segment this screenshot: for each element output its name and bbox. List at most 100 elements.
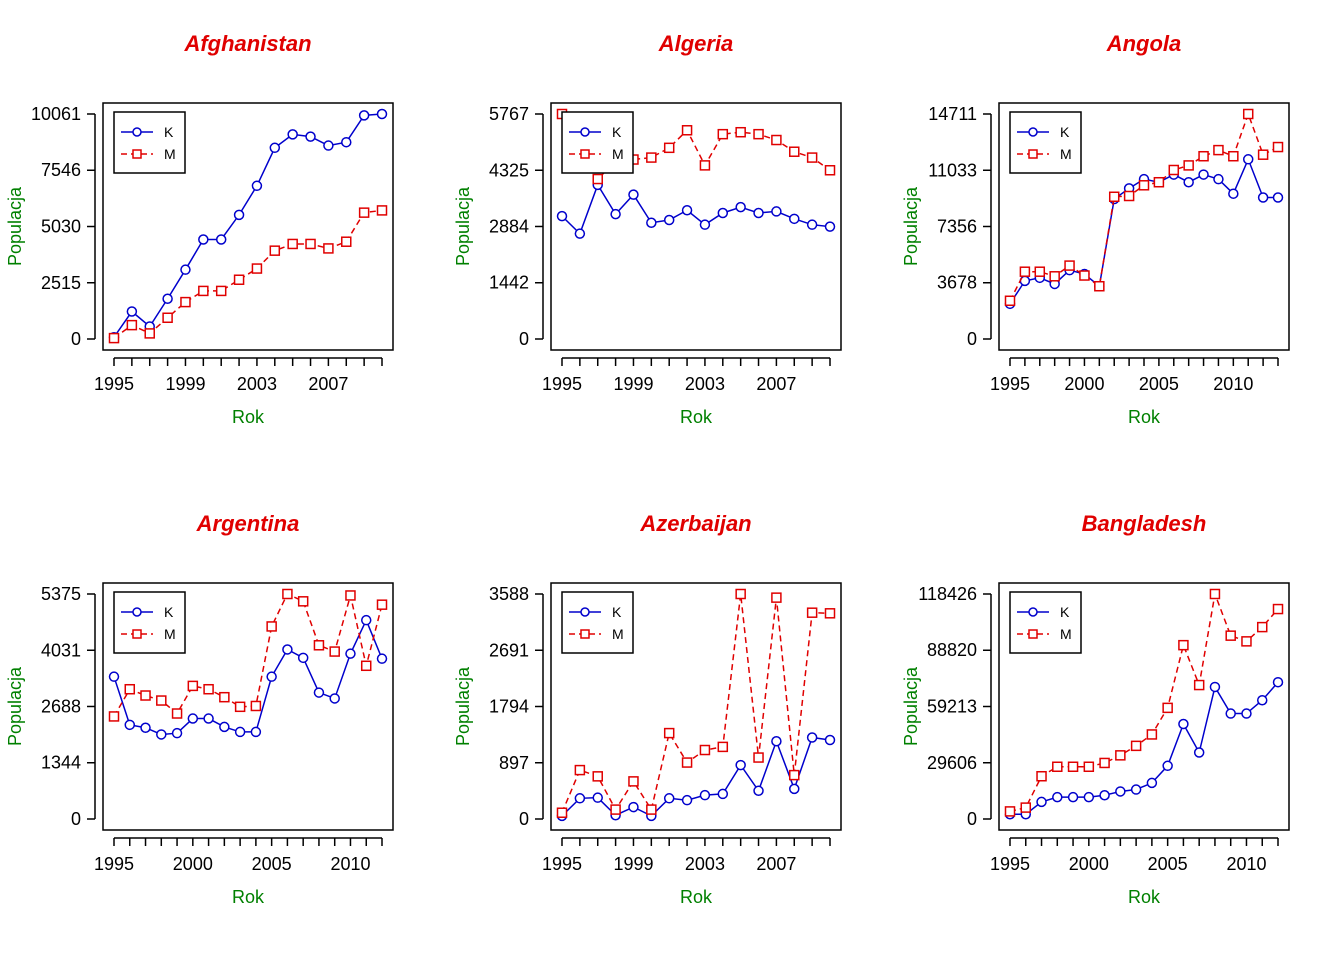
data-point [269,142,281,154]
legend-box [561,591,634,654]
y-tick-label: 4031 [41,640,81,660]
data-point [313,640,325,651]
y-tick-label: 0 [519,809,529,829]
data-point [282,588,293,600]
data-point [282,644,293,655]
x-tick-label: 1995 [990,374,1030,394]
data-point [699,744,711,756]
y-tick-label: 5030 [41,217,81,237]
data-point [1242,108,1254,120]
legend-box [1009,111,1082,174]
data-point [345,648,356,659]
y-tick-label: 2884 [489,216,529,236]
data-point [1130,784,1142,795]
x-axis-label: Rok [1128,407,1161,427]
legend: KM [113,591,186,654]
series-k [1004,676,1284,820]
data-point [1019,266,1031,277]
y-tick-label: 3678 [937,273,977,293]
plot-frame [998,582,1290,831]
plot-frame [102,102,394,351]
data-point [251,263,263,274]
y-axis-label: Populacja [453,186,473,266]
legend-label: K [612,124,622,140]
data-point [1138,180,1150,191]
data-point [1209,588,1221,600]
data-point [717,207,729,219]
y-tick-label: 0 [519,329,529,349]
data-point [1049,271,1060,282]
series-k [1004,154,1284,310]
data-point [187,713,199,724]
data-point [735,126,746,138]
data-point [360,614,372,626]
series-m [556,588,836,818]
data-point [1067,761,1079,773]
data-point [663,214,675,226]
legend-label: M [1060,146,1072,162]
y-tick-label: 5375 [41,584,81,604]
data-point [735,588,746,600]
data-point [1178,718,1189,730]
data-point [1108,191,1120,203]
data-point [753,785,764,797]
x-tick-label: 2000 [173,854,213,874]
y-axis: 0 2515 5030 7546 10061 [31,104,96,349]
panel-title: Argentina [196,511,300,536]
legend-label: M [612,626,624,642]
data-point [198,285,209,297]
data-point [1130,740,1142,752]
legend: KM [1009,111,1082,174]
data-point [771,134,782,146]
data-point [1213,173,1224,185]
y-tick-label: 59213 [927,697,977,717]
data-point [287,129,298,140]
data-point [1146,777,1158,789]
legend-marker [580,149,590,159]
legend-marker [132,127,142,137]
y-tick-label: 118426 [918,584,977,604]
data-point [663,727,675,739]
legend-label: K [1060,604,1070,620]
data-point [1004,295,1016,307]
x-tick-label: 2007 [308,374,348,394]
y-tick-label: 14711 [928,104,977,124]
legend-label: K [1060,124,1070,140]
data-point [1257,192,1269,203]
data-point [824,221,836,232]
data-point [1225,708,1236,719]
data-point [663,793,675,804]
y-tick-label: 1794 [489,697,529,717]
data-point [1052,761,1063,773]
data-point [323,243,334,254]
y-tick-label: 3588 [489,584,529,604]
series-line [561,593,831,814]
data-point [628,189,639,200]
x-tick-label: 2005 [1148,854,1188,874]
data-point [1183,160,1194,171]
series-line [561,113,831,181]
data-point [789,213,800,225]
data-point [297,652,309,664]
x-tick-label: 2003 [685,374,725,394]
data-point [1020,802,1032,813]
data-point [556,210,568,222]
data-point [610,208,621,220]
y-tick-label: 7546 [41,160,81,180]
panel-angola: Angola 1995 2000 2005 2010 0 3678 7356 11033 1471… [901,31,1290,427]
x-tick-label: 2003 [685,854,725,874]
x-tick-label: 2007 [756,374,796,394]
data-point [108,332,120,344]
data-point [1213,144,1224,156]
data-point [124,719,136,731]
data-point [681,205,693,216]
y-axis-label: Populacja [453,666,473,746]
data-point [646,217,657,228]
data-point [1193,747,1205,758]
y-tick-label: 897 [499,753,529,773]
series-k [556,179,836,239]
data-point [1099,790,1110,801]
data-point [144,328,155,339]
data-point [234,701,246,713]
data-point [681,794,693,806]
